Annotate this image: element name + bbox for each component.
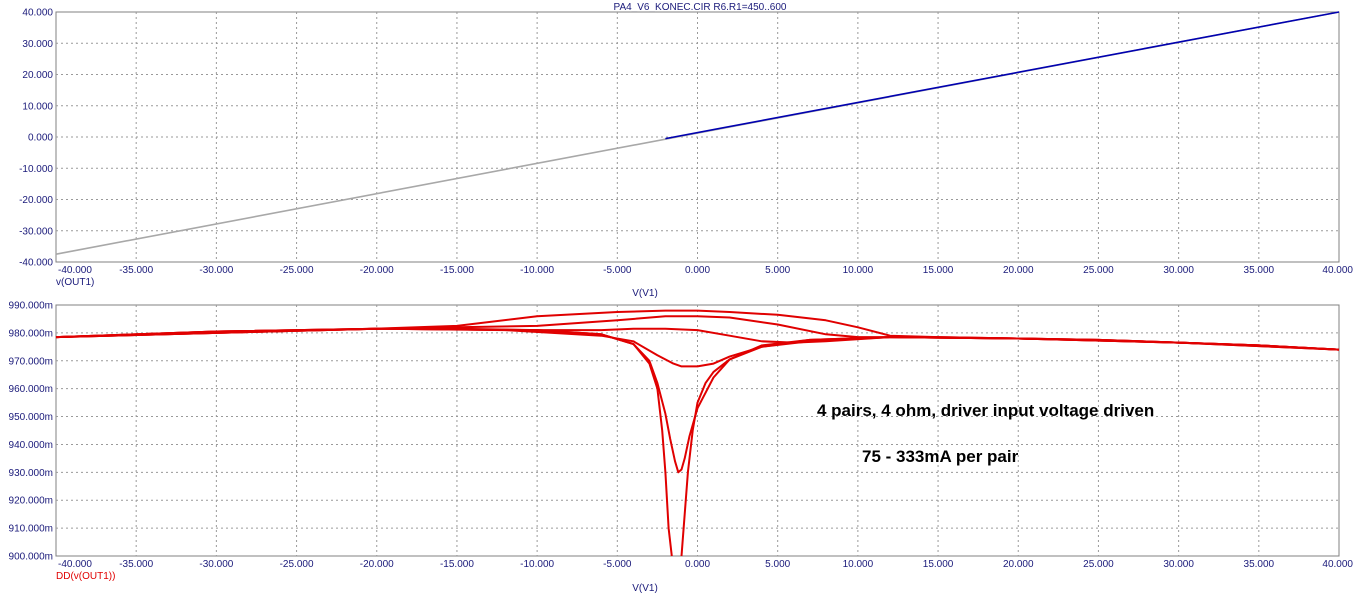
series-line: [665, 11, 1340, 140]
x-tick-label: -5.000: [603, 559, 632, 570]
bottom-y-axis-label: DD(v(OUT1)): [56, 571, 115, 582]
x-tick-label: -20.000: [360, 265, 394, 276]
y-tick-label: 900.000m: [9, 552, 53, 563]
series-line: [55, 327, 673, 557]
y-tick-label: 30.000: [22, 39, 53, 50]
bottom-x-tick-labels: -40.000 -35.000 -30.000 -25.000 -20.000 -15.0…: [58, 559, 1353, 570]
y-tick-label: 990.000m: [9, 301, 53, 312]
y-tick-label: 940.000m: [9, 440, 53, 451]
y-tick-label: -40.000: [19, 258, 53, 269]
x-tick-label: 15.000: [923, 265, 954, 276]
x-tick-label: 20.000: [1003, 265, 1034, 276]
y-tick-label: 950.000m: [9, 412, 53, 423]
x-tick-label: -30.000: [199, 265, 233, 276]
y-tick-label: 20.000: [22, 70, 53, 81]
x-tick-label: -10.000: [520, 265, 554, 276]
y-tick-label: 920.000m: [9, 496, 53, 507]
x-tick-label: 35.000: [1244, 559, 1275, 570]
bottom-grid: [56, 305, 1339, 556]
top-grid: [56, 12, 1339, 262]
y-tick-label: -20.000: [19, 195, 53, 206]
x-tick-label: -40.000: [58, 265, 92, 276]
bottom-series: [55, 309, 1340, 557]
x-tick-label: 5.000: [765, 265, 790, 276]
y-tick-label: 10.000: [22, 101, 53, 112]
x-tick-label: -25.000: [280, 265, 314, 276]
x-tick-label: -15.000: [440, 265, 474, 276]
x-tick-label: 0.000: [685, 559, 710, 570]
top-series: [55, 11, 1340, 255]
x-tick-label: 30.000: [1163, 265, 1194, 276]
y-tick-label: 970.000m: [9, 356, 53, 367]
x-tick-label: 10.000: [843, 559, 874, 570]
bottom-x-axis-label: V(V1): [632, 583, 658, 594]
bottom-y-tick-labels: 990.000m 980.000m 970.000m 960.000m 950.000m…: [9, 301, 53, 563]
top-x-axis-label: V(V1): [632, 288, 658, 299]
x-tick-label: -25.000: [280, 559, 314, 570]
y-tick-label: 960.000m: [9, 384, 53, 395]
x-tick-label: 20.000: [1003, 559, 1034, 570]
x-tick-label: 30.000: [1163, 559, 1194, 570]
x-tick-label: -20.000: [360, 559, 394, 570]
y-tick-label: 980.000m: [9, 328, 53, 339]
y-tick-label: 910.000m: [9, 524, 53, 535]
x-tick-label: 35.000: [1244, 265, 1275, 276]
x-tick-label: -5.000: [603, 265, 632, 276]
x-tick-label: -30.000: [199, 559, 233, 570]
x-tick-label: 5.000: [765, 559, 790, 570]
y-tick-label: 40.000: [22, 8, 53, 19]
annotation-current: 75 - 333mA per pair: [862, 447, 1019, 466]
x-tick-label: -35.000: [119, 559, 153, 570]
x-tick-label: -40.000: [58, 559, 92, 570]
top-y-tick-labels: 40.000 30.000 20.000 10.000 0.000 -10.000 -20.…: [19, 8, 53, 269]
x-tick-label: 0.000: [685, 265, 710, 276]
y-tick-label: 0.000: [28, 133, 53, 144]
x-tick-label: -10.000: [520, 559, 554, 570]
x-tick-label: -15.000: [440, 559, 474, 570]
y-tick-label: -30.000: [19, 226, 53, 237]
x-tick-label: 25.000: [1083, 559, 1114, 570]
x-tick-label: 25.000: [1083, 265, 1114, 276]
series-line: [680, 336, 1340, 557]
annotation-pairs: 4 pairs, 4 ohm, driver input voltage dri…: [817, 401, 1154, 420]
x-tick-label: -35.000: [119, 265, 153, 276]
x-tick-label: 40.000: [1322, 265, 1353, 276]
y-tick-label: 930.000m: [9, 468, 53, 479]
bottom-plot: 990.000m 980.000m 970.000m 960.000m 950.000m…: [9, 301, 1354, 595]
top-y-axis-label: v(OUT1): [56, 277, 94, 288]
top-plot: 40.000 30.000 20.000 10.000 0.000 -10.000 -20.…: [19, 8, 1353, 300]
y-tick-label: -10.000: [19, 164, 53, 175]
x-tick-label: 40.000: [1322, 559, 1353, 570]
x-tick-label: 15.000: [923, 559, 954, 570]
top-x-tick-labels: -40.000 -35.000 -30.000 -25.000 -20.000 -15.0…: [58, 265, 1353, 276]
chart-title: PA4_V6_KONEC.CIR R6.R1=450..600: [614, 2, 787, 13]
x-tick-label: 10.000: [843, 265, 874, 276]
